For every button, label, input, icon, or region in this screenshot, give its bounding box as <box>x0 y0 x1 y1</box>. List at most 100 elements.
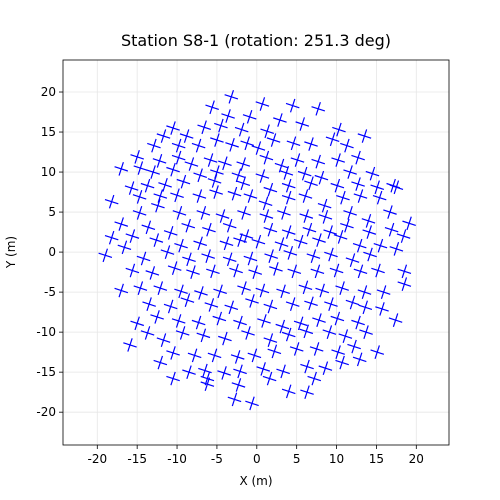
marker <box>263 333 278 347</box>
marker-arm <box>328 297 334 311</box>
marker <box>318 361 333 376</box>
marker-arm <box>260 362 266 376</box>
marker <box>124 181 139 195</box>
marker-arm <box>246 109 253 124</box>
marker-arm <box>304 385 310 400</box>
marker <box>117 240 132 255</box>
marker-arm <box>146 297 152 311</box>
marker-arm <box>245 326 251 340</box>
marker-arm <box>134 150 140 164</box>
marker-arm <box>334 311 341 326</box>
marker-arm <box>238 122 245 137</box>
marker <box>172 206 187 220</box>
marker-arm <box>170 121 176 135</box>
y-tick-label: 20 <box>41 85 56 99</box>
marker <box>285 297 300 311</box>
marker <box>331 153 345 167</box>
marker-arm <box>184 293 191 307</box>
marker-arm <box>316 313 322 327</box>
marker <box>171 314 186 328</box>
marker <box>299 209 314 223</box>
marker <box>141 220 156 235</box>
marker-arm <box>289 98 296 113</box>
marker-arm <box>328 247 334 262</box>
marker <box>163 226 178 240</box>
marker <box>180 293 195 307</box>
marker-arm <box>318 170 325 185</box>
marker <box>142 297 156 311</box>
marker-arm <box>222 156 228 171</box>
marker <box>358 300 373 315</box>
marker <box>304 296 318 311</box>
marker-arm <box>259 97 266 111</box>
marker-arm <box>321 198 328 213</box>
marker <box>287 264 302 279</box>
marker-arm <box>314 264 321 279</box>
marker-arm <box>175 150 182 165</box>
marker-arm <box>340 190 346 205</box>
marker <box>240 136 255 151</box>
marker <box>140 326 155 340</box>
marker-arm <box>197 236 203 251</box>
marker-arm <box>155 198 161 213</box>
marker <box>197 120 212 135</box>
marker <box>293 316 308 331</box>
marker-arm <box>170 162 176 177</box>
marker <box>317 198 332 213</box>
marker <box>234 122 249 137</box>
marker <box>198 363 212 378</box>
marker-arm <box>316 233 322 247</box>
marker-arm <box>175 138 182 153</box>
x-tick-label: 15 <box>369 452 384 466</box>
marker <box>236 176 251 191</box>
marker-arm <box>335 345 341 359</box>
marker <box>149 233 164 247</box>
marker <box>396 229 411 243</box>
marker-arm <box>160 333 167 347</box>
marker-arm <box>170 371 176 386</box>
marker <box>217 366 231 380</box>
marker <box>150 310 164 324</box>
marker-arm <box>213 185 219 199</box>
marker <box>153 281 168 295</box>
marker <box>306 249 321 263</box>
marker-arm <box>200 206 207 220</box>
marker <box>182 252 196 267</box>
marker-arm <box>191 348 198 363</box>
y-tick-label: 5 <box>48 205 56 219</box>
marker-arm <box>393 242 400 256</box>
marker <box>125 263 140 278</box>
marker <box>340 218 354 233</box>
marker-arm <box>266 371 273 386</box>
marker <box>314 170 329 185</box>
marker <box>275 319 290 334</box>
marker <box>279 166 294 180</box>
chart-title: Station S8-1 (rotation: 251.3 deg) <box>121 31 391 50</box>
marker-arm <box>237 233 243 247</box>
marker-arm <box>291 264 298 279</box>
marker-arm <box>401 264 408 279</box>
marker-arm <box>195 315 202 330</box>
marker <box>347 339 361 354</box>
x-tick-label: -20 <box>87 452 107 466</box>
marker-arm <box>380 285 387 299</box>
marker <box>224 300 239 315</box>
marker <box>160 245 175 259</box>
marker-arm <box>154 310 160 324</box>
marker <box>286 136 301 151</box>
marker-arm <box>280 284 286 299</box>
marker-arm <box>249 294 255 308</box>
marker <box>397 277 412 291</box>
marker <box>362 225 377 239</box>
marker-arm <box>285 190 292 205</box>
marker <box>255 169 270 183</box>
marker-arm <box>201 120 207 135</box>
marker-arm <box>251 348 258 363</box>
marker-arm <box>285 327 292 342</box>
marker <box>130 150 145 164</box>
marker <box>156 129 171 143</box>
marker-arm <box>108 230 115 245</box>
marker <box>193 168 208 183</box>
marker <box>363 247 377 262</box>
